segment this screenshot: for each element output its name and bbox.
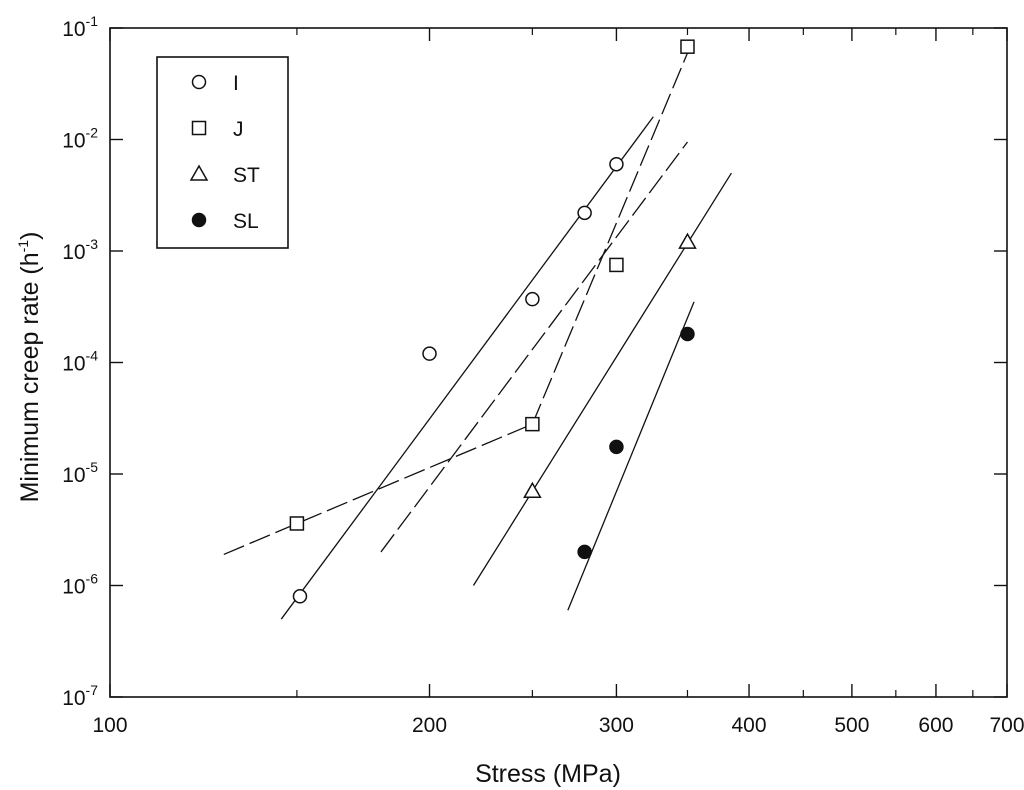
- y-tick-label-exponent: -5: [86, 459, 99, 475]
- y-tick-label-base: 10: [62, 687, 85, 710]
- y-tick-label: 10-1: [62, 13, 98, 41]
- legend-label-st: ST: [233, 164, 260, 187]
- y-tick-label-exponent: -3: [86, 236, 99, 252]
- data-point-sl: [577, 544, 592, 560]
- legend-marker-i: [191, 74, 207, 90]
- y-tick-label: 10-6: [62, 571, 98, 599]
- data-point-sl: [609, 439, 624, 455]
- fit-lines: [223, 46, 732, 620]
- data-point-j: [289, 516, 305, 531]
- x-tick-label: 200: [412, 714, 447, 737]
- data-point-sl: [680, 326, 695, 342]
- x-tick-label: 500: [834, 714, 869, 737]
- y-axis-title-main: Minimum creep rate (h: [16, 252, 44, 502]
- y-tick-label-base: 10: [62, 241, 85, 264]
- data-point-i: [525, 291, 540, 307]
- legend-box: [156, 56, 289, 249]
- y-tick-label-exponent: -6: [86, 571, 99, 587]
- y-tick-label: 10-2: [62, 125, 98, 153]
- y-axis-title-close: ): [16, 232, 44, 240]
- y-tick-label-exponent: -2: [86, 125, 99, 141]
- legend-marker-st: [189, 164, 209, 181]
- data-point-st: [523, 481, 542, 499]
- y-tick-label-exponent: -7: [86, 682, 99, 698]
- data-markers: [289, 39, 697, 604]
- data-point-j: [609, 257, 624, 273]
- axis-ticks: 100 200 300 400 500 600 70010-710-610-510-410-…: [62, 13, 1024, 737]
- y-tick-label-exponent: -1: [86, 13, 99, 29]
- data-point-j: [525, 416, 540, 432]
- x-tick-label: 300: [599, 714, 634, 737]
- data-point-i: [577, 205, 592, 221]
- y-tick-label: 10-5: [62, 459, 98, 487]
- x-tick-label: 400: [732, 714, 767, 737]
- y-tick-label-exponent: -4: [86, 348, 99, 364]
- legend-label-sl: SL: [233, 210, 259, 233]
- data-point-j: [680, 39, 695, 54]
- y-tick-label: 10-7: [62, 682, 98, 710]
- y-tick-label-base: 10: [62, 18, 85, 41]
- x-tick-label: 600: [918, 714, 953, 737]
- y-tick-label-base: 10: [62, 464, 85, 487]
- legend-label-i: I: [233, 72, 239, 95]
- fit-line-i: [280, 116, 654, 620]
- legend-marker-sl: [191, 212, 207, 228]
- y-tick-label-base: 10: [62, 130, 85, 153]
- data-point-i: [292, 589, 308, 604]
- legend-label-j: J: [233, 118, 244, 141]
- legend: IJ ST SL: [156, 56, 289, 249]
- x-tick-label: 100: [92, 714, 127, 737]
- y-tick-label: 10-3: [62, 236, 98, 264]
- x-axis-title: Stress (MPa): [475, 760, 621, 788]
- data-point-st: [678, 232, 697, 249]
- data-point-i: [422, 346, 437, 361]
- y-tick-label-base: 10: [62, 576, 85, 599]
- y-axis-title-exponent: -1: [15, 240, 31, 253]
- legend-items: IJ ST SL: [189, 72, 260, 233]
- legend-marker-j: [191, 120, 207, 136]
- fit-line-sl: [567, 301, 695, 611]
- fit-line-st: [472, 172, 732, 586]
- x-tick-label: 700: [989, 714, 1024, 737]
- y-tick-label-base: 10: [62, 353, 85, 376]
- y-tick-label: 10-4: [62, 348, 98, 376]
- data-point-i: [609, 156, 624, 172]
- fit-line-j: [380, 141, 689, 553]
- fit-line-j: [531, 46, 691, 425]
- y-axis-title: Minimum creep rate (h-1): [15, 232, 44, 503]
